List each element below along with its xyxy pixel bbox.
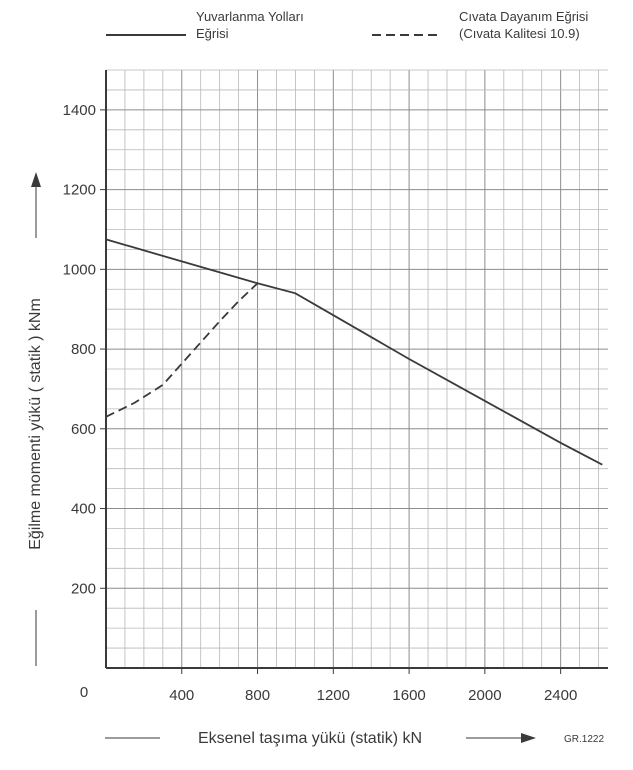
y-arrow-head-icon xyxy=(31,172,41,187)
axes xyxy=(100,70,608,674)
x-tick-label: 1600 xyxy=(392,687,425,704)
x-tick-label: 2000 xyxy=(468,687,501,704)
y-tick-label: 800 xyxy=(71,341,96,358)
legend-label-dashed-line2: (Cıvata Kalitesi 10.9) xyxy=(459,26,580,41)
x-tick-label: 800 xyxy=(245,687,270,704)
y-axis-title-group: Eğilme momenti yükü ( statik ) kNm xyxy=(27,172,44,666)
raceway-curve xyxy=(105,238,603,466)
y-tick-label: 1400 xyxy=(63,102,96,119)
y-tick-label: 400 xyxy=(71,501,96,518)
x-axis-title-group: Eksenel taşıma yükü (statik) kN GR.1222 xyxy=(105,730,604,747)
legend: Yuvarlanma Yolları Eğrisi Cıvata Dayanım… xyxy=(106,9,588,41)
figure-code: GR.1222 xyxy=(564,734,604,745)
y-tick-label: 1000 xyxy=(63,261,96,278)
y-tick-label: 1200 xyxy=(63,182,96,199)
x-tick-label: 400 xyxy=(169,687,194,704)
x-tick-label: 1200 xyxy=(317,687,350,704)
grid-lines xyxy=(106,69,608,668)
y-tick-label: 200 xyxy=(71,580,96,597)
origin-label: 0 xyxy=(80,684,88,701)
series-group xyxy=(105,238,603,466)
legend-label-dashed-line1: Cıvata Dayanım Eğrisi xyxy=(459,9,588,24)
legend-label-solid-line2: Eğrisi xyxy=(196,26,229,41)
x-arrow-head-icon xyxy=(521,733,536,743)
y-tick-label: 600 xyxy=(71,421,96,438)
tick-labels: 400 800 1200 1600 2000 2400 200 400 600 800 1000 12… xyxy=(63,102,578,704)
bolt-strength-curve xyxy=(105,282,259,418)
x-axis-title: Eksenel taşıma yükü (statik) kN xyxy=(198,730,422,747)
y-axis-title: Eğilme momenti yükü ( statik ) kNm xyxy=(27,298,44,550)
legend-label-solid-line1: Yuvarlanma Yolları xyxy=(196,9,304,24)
x-tick-label: 2400 xyxy=(544,687,577,704)
